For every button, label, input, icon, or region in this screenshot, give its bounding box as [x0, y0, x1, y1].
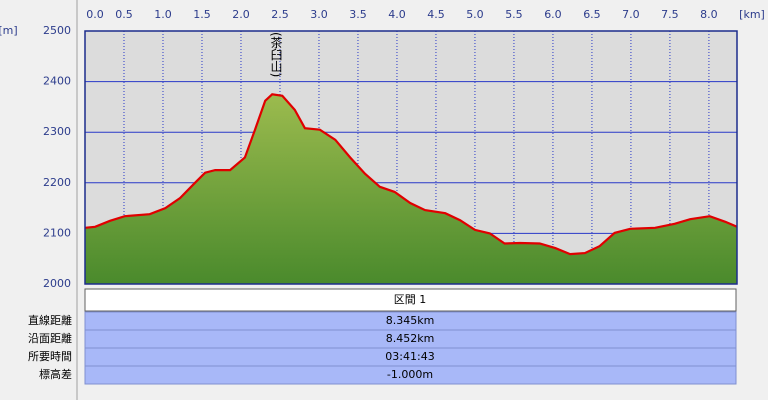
y-tick-label: 2500	[43, 24, 71, 37]
row-value: 8.345km	[386, 314, 435, 327]
x-tick-label: 1.0	[154, 8, 172, 21]
x-tick-label: 7.0	[622, 8, 640, 21]
y-tick-label: 2400	[43, 75, 71, 88]
table-header: 区間 1	[394, 293, 427, 306]
x-tick-label: 3.0	[310, 8, 328, 21]
x-tick-label: 4.5	[427, 8, 445, 21]
x-tick-label: 6.0	[544, 8, 562, 21]
row-label: 沿面距離	[28, 331, 72, 345]
row-label: 標高差	[39, 367, 72, 381]
elevation-area	[85, 94, 737, 284]
elevation-line	[84, 93, 738, 256]
x-tick-label: 7.5	[661, 8, 679, 21]
row-label: 直線距離	[28, 313, 72, 327]
x-tick-label: 8.0	[700, 8, 718, 21]
x-tick-label: 5.0	[466, 8, 484, 21]
x-tick-label: 3.5	[349, 8, 367, 21]
row-value: 8.452km	[386, 332, 435, 345]
x-tick-label: 5.5	[505, 8, 523, 21]
x-unit: [km]	[739, 8, 765, 21]
x-tick-label: 6.5	[583, 8, 601, 21]
plot-frame	[84, 30, 738, 285]
table-header-cell	[84, 288, 737, 312]
row-value: 03:41:43	[385, 350, 434, 363]
x-tick-label: 2.0	[232, 8, 250, 21]
y-tick-label: 2100	[43, 226, 71, 239]
x-tick-label: 2.5	[271, 8, 289, 21]
table-cell	[84, 365, 737, 385]
y-tick-label: 2000	[43, 277, 71, 290]
row-value: -1.000m	[387, 368, 433, 381]
x-tick-label: 4.0	[388, 8, 406, 21]
peak-annotation: (茶臼山)	[269, 32, 283, 78]
row-label: 所要時間	[28, 350, 72, 363]
x-tick-label: 1.5	[193, 8, 211, 21]
x-tick-label: 0.5	[115, 8, 133, 21]
y-tick-label: 2200	[43, 176, 71, 189]
x-tick-label: 0.0	[86, 8, 104, 21]
y-unit: [m]	[0, 24, 18, 37]
y-tick-label: 2300	[43, 125, 71, 138]
